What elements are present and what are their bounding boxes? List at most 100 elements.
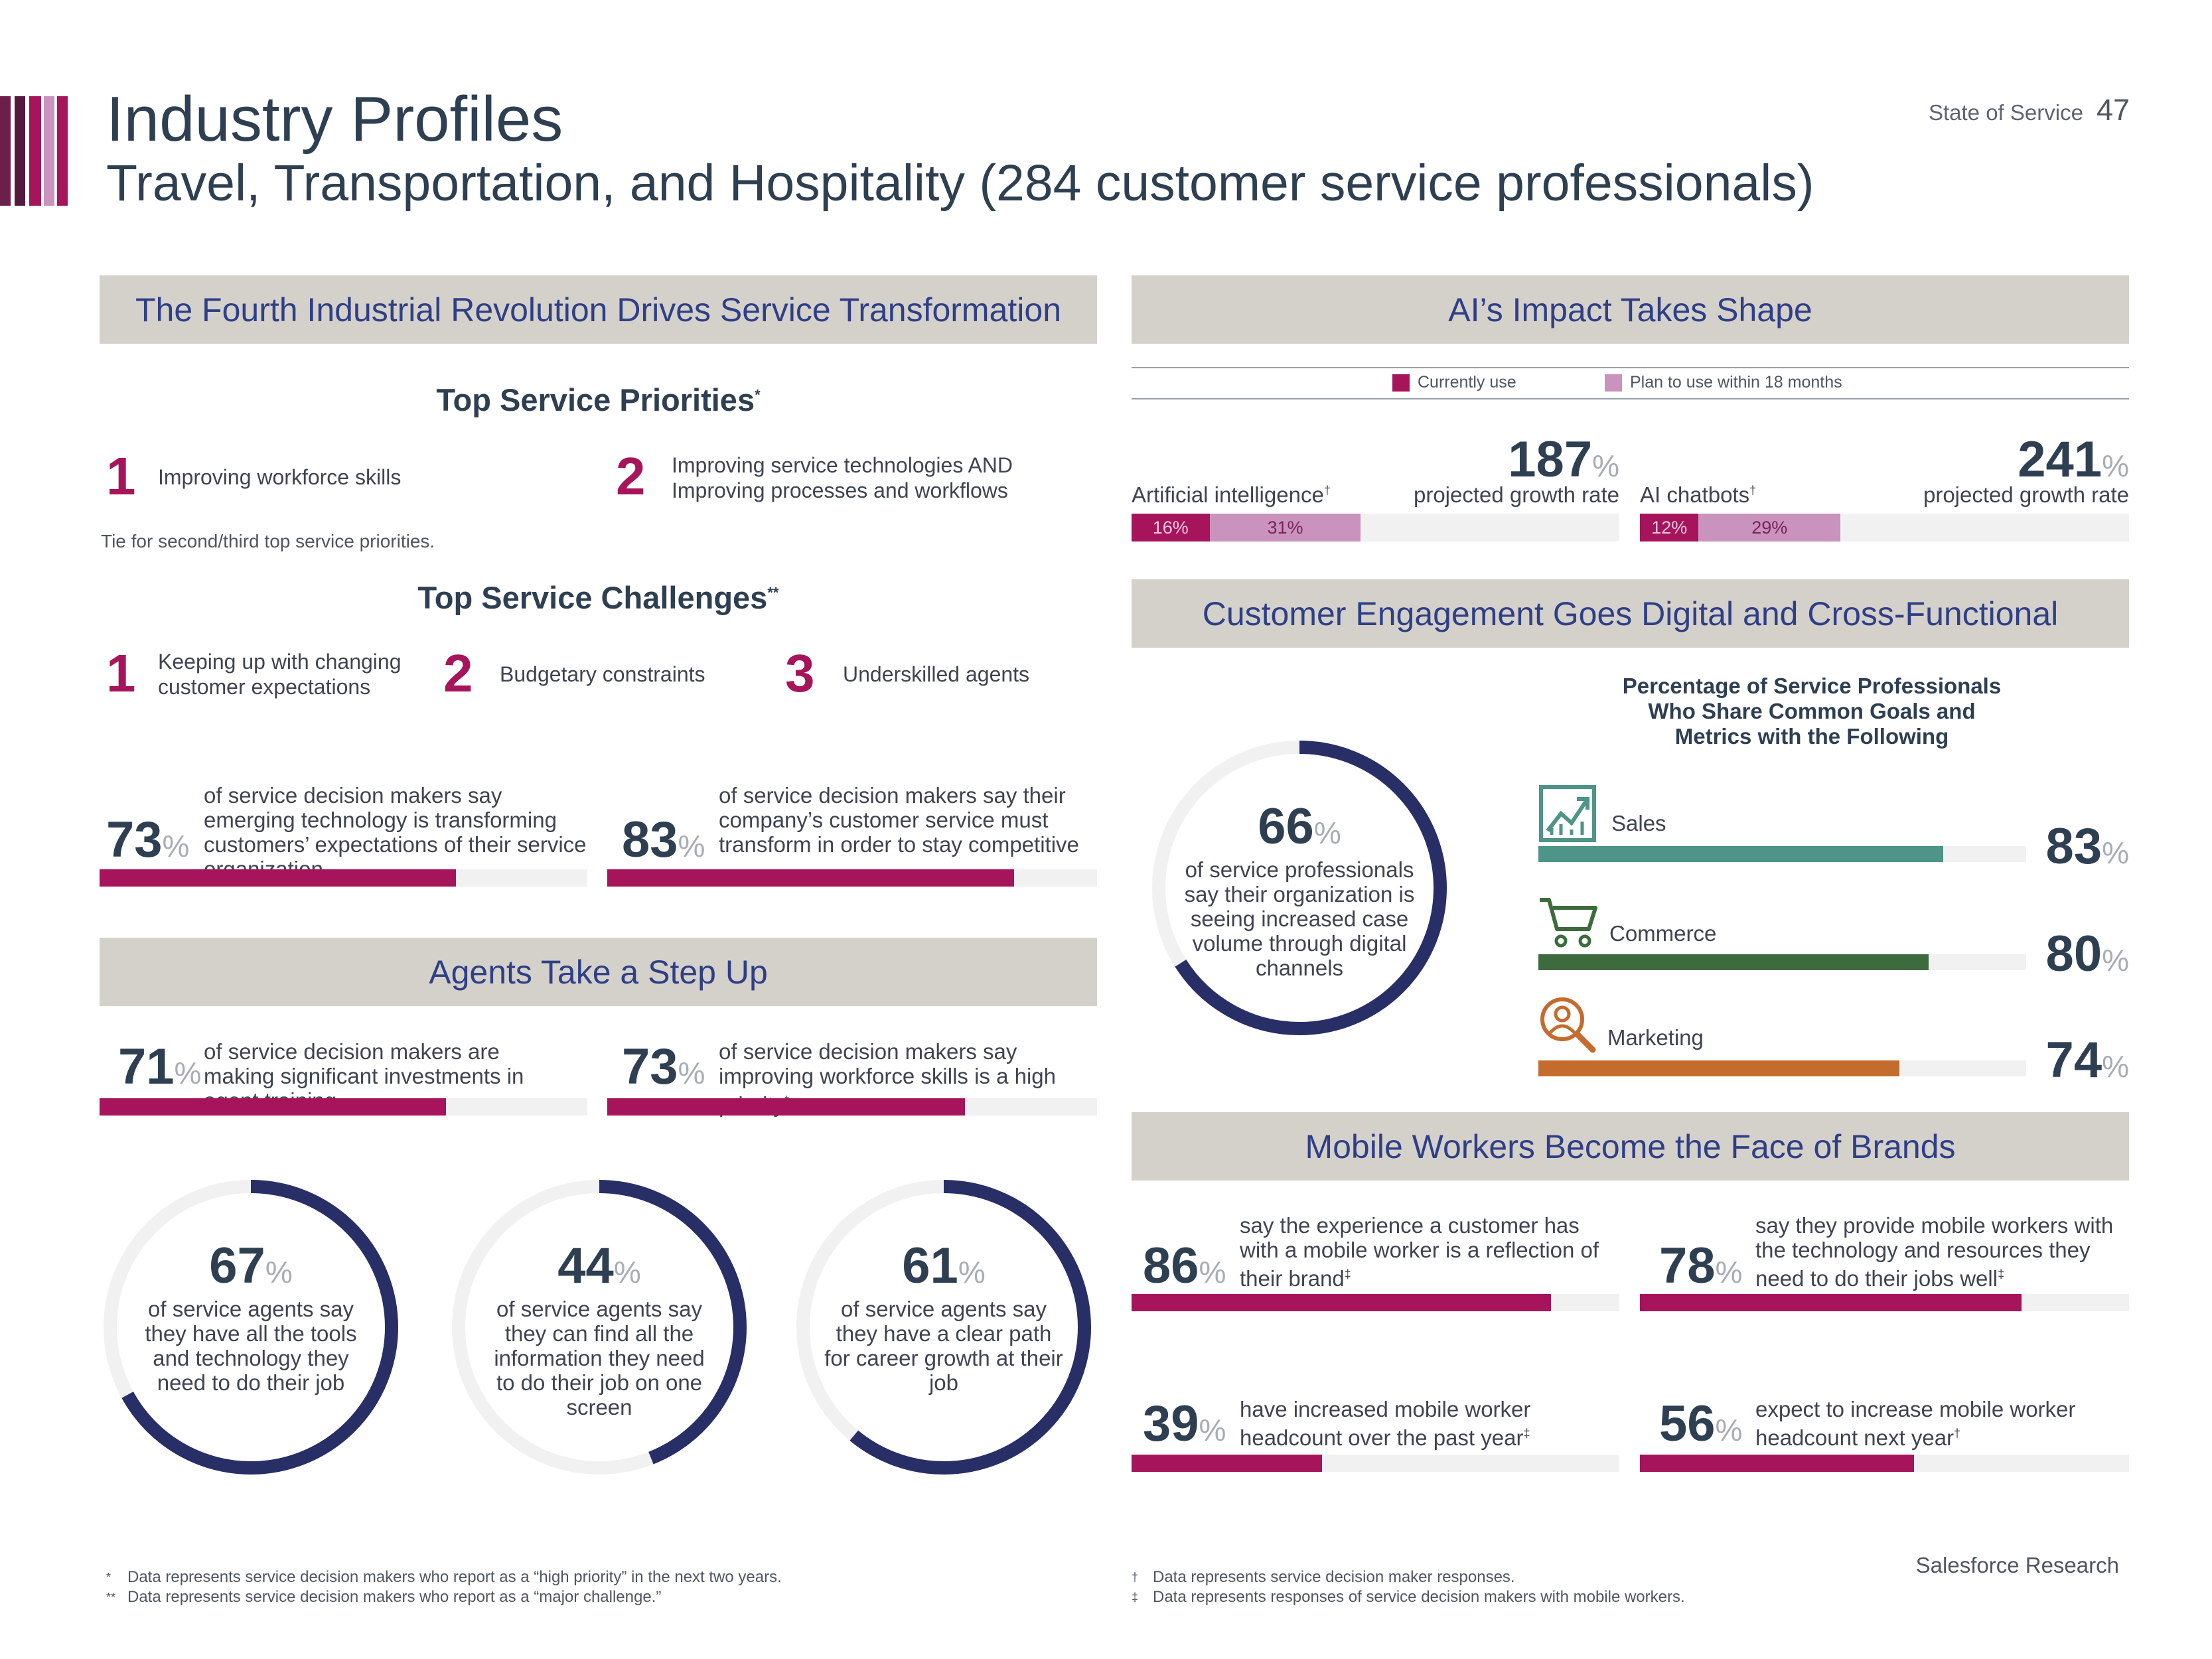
header-stripe <box>29 96 41 206</box>
donut-arc <box>796 1180 1091 1475</box>
donut-arc <box>452 1180 747 1475</box>
segment-plan: 29% <box>1698 514 1841 541</box>
stat-text: say they provide mobile workers with the… <box>1755 1213 2114 1291</box>
donut-arc <box>1152 741 1447 1035</box>
page-title: Industry Profiles <box>106 84 563 155</box>
engagement-bar-fill <box>1538 954 1929 970</box>
donut-chart <box>1152 741 1447 1035</box>
engagement-bar <box>1538 1060 2026 1076</box>
stat-bar-fill <box>607 869 1014 887</box>
segment-plan: 31% <box>1209 514 1361 541</box>
tie-note: Tie for second/third top service priorit… <box>101 531 435 551</box>
engagement-bars-title: Percentage of Service Professionals Who … <box>1622 674 2002 749</box>
footnote-mark: ‡ <box>1523 1427 1530 1440</box>
stat-bar <box>607 869 1097 887</box>
engagement-bar-fill <box>1538 1060 1899 1076</box>
stat-bar-fill <box>100 869 456 887</box>
page-number: 47 <box>2096 93 2130 127</box>
legend-plan: Plan to use within 18 months <box>1605 373 1842 392</box>
engagement-bar-fill <box>1538 846 1944 862</box>
donut-chart <box>796 1180 1091 1475</box>
growth-label: projected growth rate <box>1923 482 2129 507</box>
engagement-bar <box>1538 954 2026 970</box>
magnifier-person-icon <box>1540 997 1596 1053</box>
stat-number: 86% <box>1143 1238 1226 1294</box>
ai-stacked-bar: 12% 29% <box>1640 514 2129 541</box>
legend-rule <box>1132 367 2129 368</box>
priority-text: Improving service technologies AND Impro… <box>672 453 1013 502</box>
stat-text: expect to increase mobile worker headcou… <box>1755 1397 2076 1450</box>
footnote: ‡ Data represents responses of service de… <box>1132 1588 1685 1606</box>
stat-bar-fill <box>1640 1455 1914 1472</box>
stat-bar-fill <box>1132 1455 1322 1472</box>
stat-number: 56% <box>1659 1396 1743 1452</box>
challenge-rank: 2 <box>443 644 473 703</box>
growth-label: projected growth rate <box>1413 482 1619 507</box>
section-banner-mobile: Mobile Workers Become the Face of Brands <box>1132 1112 2129 1181</box>
segment-current: 12% <box>1640 514 1699 541</box>
brand-footer: Salesforce Research <box>1915 1553 2119 1577</box>
page-subtitle: Travel, Transportation, and Hospitality … <box>106 155 1814 212</box>
priority-rank: 2 <box>616 447 646 506</box>
priority-rank: 1 <box>106 447 136 506</box>
section-banner-engagement: Customer Engagement Goes Digital and Cro… <box>1132 579 2129 648</box>
stat-number: 73% <box>106 812 190 868</box>
stat-bar-fill <box>607 1098 965 1116</box>
donut-arc <box>104 1180 398 1475</box>
challenge-rank: 3 <box>785 644 815 703</box>
stat-bar-fill <box>1132 1294 1552 1311</box>
stat-bar <box>1132 1455 1619 1472</box>
shopping-cart-icon <box>1540 898 1597 948</box>
section-banner-agents: Agents Take a Step Up <box>100 938 1097 1006</box>
engagement-number: 80% <box>2045 926 2129 982</box>
footnote-mark: † <box>1954 1427 1961 1440</box>
stat-bar-fill <box>100 1098 446 1116</box>
footnote: * Data represents service decision makers… <box>106 1568 782 1586</box>
footnote-mark: † <box>1323 484 1331 497</box>
stat-bar <box>1132 1294 1619 1311</box>
challenges-heading: Top Service Challenges** <box>417 580 779 615</box>
section-banner-ai: AI’s Impact Takes Shape <box>1132 275 2129 344</box>
stat-text: of service decision makers say their com… <box>719 783 1079 857</box>
stat-number: 78% <box>1659 1238 1743 1294</box>
priority-text: Improving workforce skills <box>158 465 402 489</box>
growth-number: 187% <box>1508 431 1619 488</box>
engagement-bar <box>1538 846 2026 862</box>
stat-number: 83% <box>622 812 705 868</box>
challenge-text: Keeping up with changing customer expect… <box>158 650 402 699</box>
challenge-text: Budgetary constraints <box>500 662 705 686</box>
stat-text: have increased mobile worker headcount o… <box>1240 1397 1531 1450</box>
ai-stacked-bar: 16% 31% <box>1132 514 1619 541</box>
segment-current: 16% <box>1132 514 1210 541</box>
engagement-label: Marketing <box>1607 1025 1704 1050</box>
header-stripe <box>57 96 68 206</box>
ai-label: Artificial intelligence† <box>1132 482 1331 507</box>
header-stripe <box>0 96 11 206</box>
footnote: ** Data represents service decision maker… <box>106 1588 662 1606</box>
donut-chart <box>452 1180 747 1475</box>
legend-swatch <box>1392 374 1410 392</box>
footnote-mark: ** <box>767 584 779 601</box>
stat-bar-fill <box>1640 1294 2022 1311</box>
chart-growth-icon <box>1539 785 1596 842</box>
ai-label: AI chatbots† <box>1640 482 1757 507</box>
stat-number: 73% <box>622 1039 705 1095</box>
engagement-number: 74% <box>2045 1032 2129 1088</box>
report-name: State of Service <box>1928 100 2083 125</box>
priorities-heading: Top Service Priorities* <box>436 382 761 417</box>
section-banner-fourth-ir: The Fourth Industrial Revolution Drives … <box>100 275 1097 344</box>
stat-bar <box>1640 1455 2129 1472</box>
donut-chart <box>104 1180 398 1475</box>
header-stripe <box>15 96 25 206</box>
challenge-rank: 1 <box>106 644 136 703</box>
running-header: State of Service 47 <box>1929 93 2130 127</box>
growth-number: 241% <box>2018 431 2129 488</box>
legend-current: Currently use <box>1392 373 1516 392</box>
footnote-mark: ‡ <box>1344 1267 1351 1281</box>
engagement-number: 83% <box>2045 818 2129 875</box>
engagement-label: Commerce <box>1609 921 1717 946</box>
donut-label: 44% of service agents say they can find … <box>494 1238 705 1420</box>
header-stripe <box>44 96 54 206</box>
donut-label: 67% of service agents say they have all … <box>145 1238 357 1396</box>
footnote-mark: ‡ <box>1998 1267 2005 1281</box>
